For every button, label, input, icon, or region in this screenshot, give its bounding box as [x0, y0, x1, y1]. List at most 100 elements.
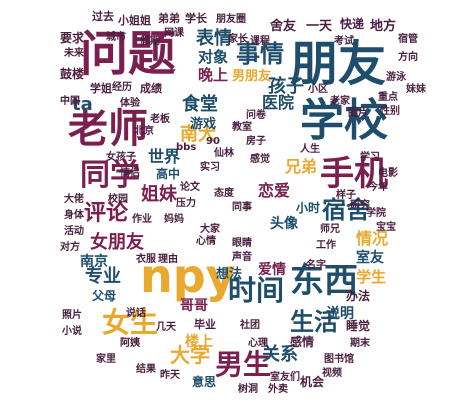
- cloud-word: npy: [140, 249, 236, 303]
- cloud-word: 人生: [300, 142, 320, 155]
- cloud-word: 过去: [92, 9, 114, 23]
- cloud-word: 父母: [91, 289, 116, 303]
- cloud-word: 课程: [250, 34, 270, 47]
- cloud-word: 对方: [60, 240, 80, 253]
- cloud-word: 网课: [164, 26, 185, 39]
- cloud-word: 房子: [246, 134, 266, 147]
- cloud-word: 性别: [379, 104, 400, 117]
- cloud-word: 城市: [106, 30, 126, 43]
- cloud-word: 爱情: [258, 261, 286, 278]
- cloud-word: 室友: [356, 249, 384, 266]
- cloud-word: 昨天: [160, 368, 181, 381]
- cloud-word: 生活: [290, 308, 338, 336]
- cloud-word: 表情: [196, 27, 232, 49]
- cloud-word: 意思: [192, 374, 216, 389]
- cloud-word: 小区: [307, 82, 328, 95]
- cloud-word: 情侣: [120, 166, 140, 179]
- cloud-word: 高中: [156, 166, 180, 181]
- cloud-word: 说话: [126, 306, 146, 319]
- cloud-word: 衣服: [136, 252, 157, 265]
- cloud-word: 女生: [102, 306, 158, 339]
- cloud-word: 工作: [316, 238, 336, 251]
- cloud-word: 作业: [132, 212, 152, 225]
- cloud-word: 小姐姐: [117, 13, 151, 27]
- cloud-word: 感情: [290, 334, 314, 349]
- cloud-word: 同事: [232, 200, 252, 213]
- cloud-word: 毕业: [194, 317, 216, 331]
- cloud-word: 时间: [228, 274, 284, 307]
- cloud-word: 东西: [290, 261, 358, 301]
- cloud-word: 事情: [236, 40, 284, 68]
- cloud-word: 家长: [228, 32, 249, 45]
- cloud-word: 手机: [320, 154, 388, 194]
- cloud-word: 名字: [306, 258, 326, 271]
- cloud-word: 鼓楼: [60, 66, 84, 81]
- cloud-word: 宝宝: [376, 220, 396, 233]
- cloud-word: 外卖: [267, 382, 288, 395]
- cloud-word: 想法: [216, 266, 242, 282]
- cloud-word: 仙林: [214, 146, 235, 159]
- cloud-word: 学姐: [90, 81, 112, 95]
- cloud-word: 楼上: [185, 333, 213, 350]
- cloud-word: 心情: [196, 234, 216, 247]
- cloud-word: 社团: [239, 318, 260, 331]
- cloud-word: 头像: [270, 215, 299, 232]
- cloud-word: 研究: [350, 198, 370, 211]
- cloud-word: 假期: [140, 34, 160, 47]
- cloud-word: 家里: [96, 352, 116, 365]
- cloud-word: 晚上: [198, 66, 228, 84]
- cloud-word: 南京: [80, 253, 108, 270]
- cloud-word: 视频: [322, 366, 342, 379]
- cloud-word: 医院: [262, 93, 294, 112]
- cloud-word: 游戏: [190, 116, 216, 132]
- cloud-word: 阿姨: [120, 336, 141, 349]
- cloud-word: 游泳: [386, 70, 407, 83]
- cloud-word: 体验: [120, 96, 141, 109]
- cloud-word: 样子: [336, 188, 356, 201]
- cloud-word: 活动: [64, 224, 84, 237]
- cloud-word: 声音: [231, 250, 252, 263]
- cloud-word: 感觉: [250, 152, 270, 165]
- cloud-word: 校园: [108, 192, 128, 205]
- cloud-word: 身体: [64, 208, 85, 221]
- cloud-word: 考试: [334, 34, 354, 47]
- cloud-word: 大家: [200, 222, 221, 235]
- cloud-word: 弟弟: [158, 11, 180, 25]
- cloud-word: 妈妈: [164, 212, 184, 225]
- cloud-word: 重点: [378, 90, 398, 103]
- cloud-word: 未来: [63, 46, 85, 59]
- cloud-word: 大学: [170, 343, 210, 367]
- cloud-word: 学习: [360, 150, 380, 163]
- cloud-word: 小说: [61, 324, 82, 337]
- cloud-word: 评论: [84, 200, 129, 226]
- cloud-word: 论文: [180, 180, 201, 193]
- cloud-word: 树洞: [238, 382, 258, 395]
- cloud-word: 几天: [156, 321, 177, 333]
- cloud-word: 宿管: [398, 32, 418, 45]
- cloud-word: 一天: [306, 19, 333, 34]
- cloud-word: 世界: [148, 147, 180, 166]
- cloud-word: 心理: [248, 337, 268, 349]
- cloud-word: 理由: [158, 252, 178, 265]
- cloud-word: 朋友圈: [215, 12, 246, 25]
- cloud-word: 办法: [346, 288, 370, 303]
- cloud-word: 宿舍: [322, 196, 371, 224]
- cloud-word: 室友们: [270, 370, 300, 383]
- cloud-word: 女朋友: [90, 231, 144, 253]
- cloud-word: 教室: [231, 120, 252, 133]
- cloud-word: 要求: [60, 30, 85, 45]
- cloud-word: 电影: [378, 166, 398, 179]
- cloud-word: 老师: [68, 106, 148, 152]
- cloud-word: 机会: [300, 374, 325, 389]
- cloud-word: 师兄: [320, 222, 340, 235]
- cloud-word: 眼睛: [232, 236, 252, 249]
- cloud-word: 老家: [329, 94, 351, 107]
- cloud-word: 图书馆: [324, 352, 354, 365]
- cloud-word: 南大: [180, 123, 216, 145]
- cloud-word: 方向: [398, 50, 418, 63]
- cloud-word: 情况: [356, 229, 388, 248]
- cloud-word: 今年: [367, 180, 388, 193]
- cloud-word: 结果: [136, 362, 157, 375]
- cloud-word: 说明: [326, 305, 354, 322]
